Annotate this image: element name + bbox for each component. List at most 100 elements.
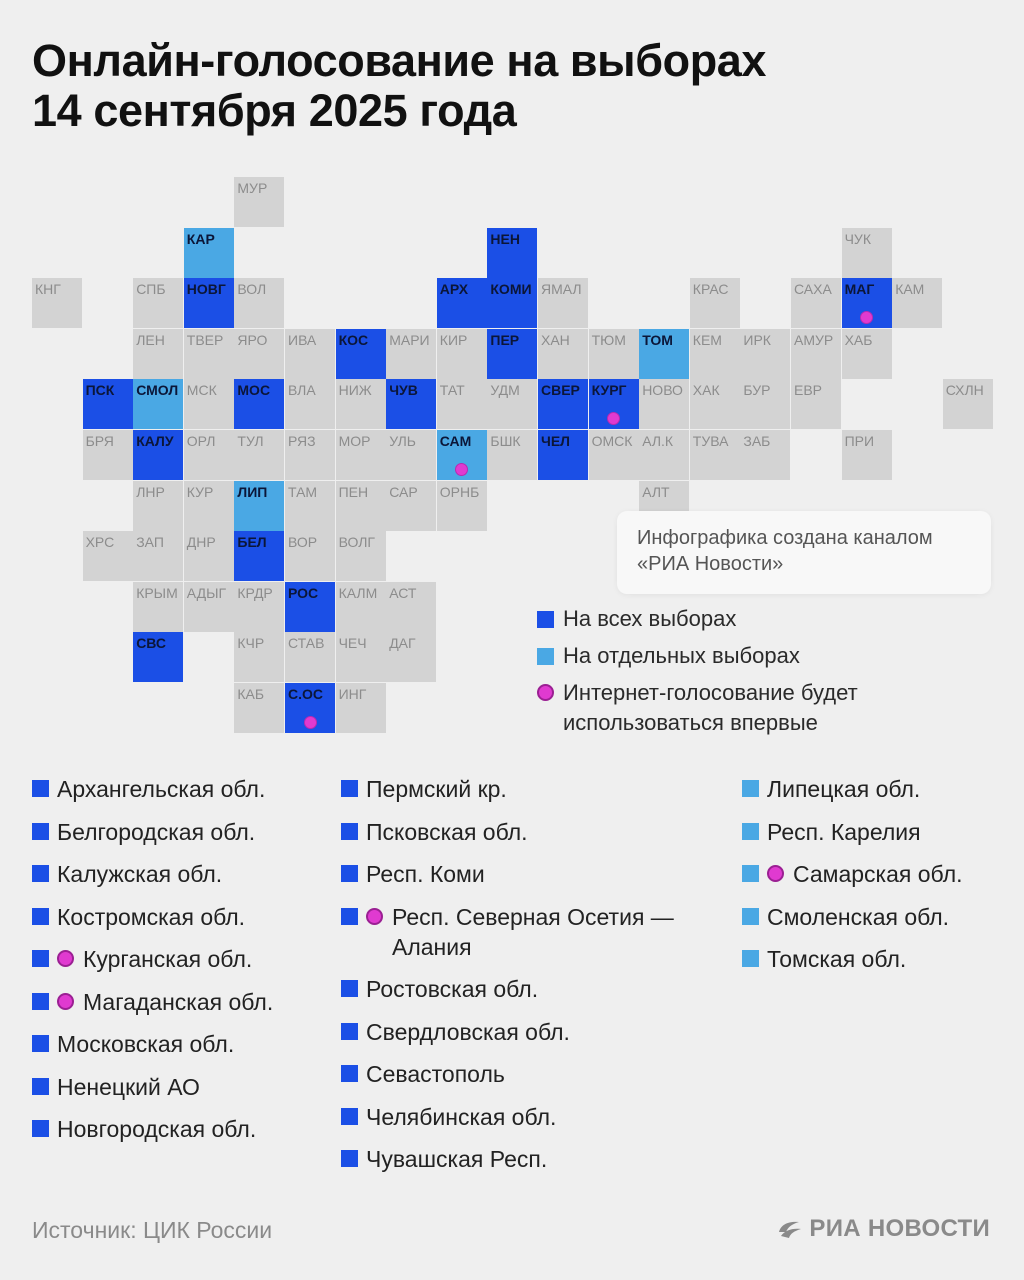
- region-tile: БРЯ: [82, 430, 133, 480]
- region-tile: ДАГ: [386, 632, 437, 683]
- region-tile: МУР: [234, 177, 285, 227]
- region-tile: ДНР: [183, 531, 234, 582]
- status-square: [32, 1120, 49, 1137]
- region-tile: МАРИ: [386, 328, 437, 379]
- region-tile-label: КИР: [439, 331, 468, 348]
- region-tile: КОС: [335, 328, 386, 379]
- region-name: Респ. Северная Осетия — Алания: [392, 903, 674, 960]
- first-time-dot: [607, 412, 621, 426]
- legend-item-all: На всех выборах: [537, 604, 1007, 634]
- region-tile-label: САМ: [439, 433, 472, 449]
- region-tile-label: КРДР: [237, 584, 273, 601]
- region-list-item: Респ. Карелия: [742, 817, 1012, 847]
- status-square: [341, 1022, 358, 1040]
- page-title: Онлайн-голосование на выборах 14 сентябр…: [32, 35, 932, 137]
- region-tile: КАБ: [234, 683, 285, 733]
- status-square: [742, 865, 759, 882]
- region-list-item: Респ. Коми: [341, 859, 721, 889]
- region-tile: САМ: [436, 430, 487, 480]
- region-tile-label: КУР: [186, 483, 214, 500]
- region-tile: ОРНБ: [436, 480, 487, 531]
- region-tile-label: КАМ: [895, 281, 925, 298]
- legend-label-first: Интернет-голосование будет использоватьс…: [563, 680, 858, 735]
- region-tile-label: АМУР: [794, 331, 834, 348]
- region-list-item: Псковская обл.: [341, 817, 721, 847]
- region-tile-label: ВОР: [288, 534, 318, 551]
- region-tile-label: ПРИ: [844, 433, 875, 449]
- region-tile-label: КОМИ: [490, 281, 532, 298]
- region-tile-label: УЛЬ: [389, 433, 416, 449]
- region-tile: КАЛУ: [133, 430, 184, 480]
- region-tile: ОМСК: [588, 430, 639, 480]
- region-tile-label: ТУВА: [692, 433, 729, 449]
- first-time-dot: [860, 311, 874, 325]
- region-tile: УЛЬ: [386, 430, 437, 480]
- region-list-item: Магаданская обл.: [32, 987, 322, 1017]
- legend-swatch-partial: [537, 648, 554, 665]
- region-list-item: Томская обл.: [742, 944, 1012, 974]
- region-list-item: Смоленская обл.: [742, 902, 1012, 932]
- source-note: Источник: ЦИК России: [32, 1217, 273, 1243]
- region-tile: ТЮМ: [588, 328, 639, 379]
- region-tile: ВЛА: [285, 379, 335, 430]
- region-tile: КАМ: [892, 278, 943, 329]
- region-tile: АМУР: [791, 328, 841, 379]
- region-tile: КУРГ: [588, 379, 639, 430]
- region-tile: ЗАБ: [740, 430, 791, 480]
- region-tile-label: ЗАП: [136, 534, 164, 551]
- region-tile-label: ТВЕР: [186, 331, 224, 348]
- region-tile-label: ЧЕЛ: [541, 433, 570, 449]
- region-tile: КАЛМ: [335, 581, 386, 632]
- region-tile: ЕВР: [791, 379, 841, 430]
- region-tile-label: ИНГ: [338, 686, 367, 702]
- region-list-item: Архангельская обл.: [32, 774, 322, 804]
- region-tile: ЧЕЧ: [335, 632, 386, 683]
- region-tile: КОМИ: [487, 278, 538, 329]
- region-tile-label: ТОМ: [642, 331, 673, 348]
- region-tile: ИВА: [285, 328, 335, 379]
- region-tile-label: НОВО: [642, 382, 683, 399]
- region-name: Липецкая обл.: [767, 776, 921, 802]
- region-tile: С.ОС: [285, 683, 335, 733]
- region-tile: КИР: [436, 328, 487, 379]
- region-tile-label: АРХ: [439, 281, 469, 298]
- region-tile-label: КАЛМ: [338, 584, 378, 601]
- region-tile-label: ПЕН: [338, 483, 369, 500]
- region-name: Севастополь: [366, 1061, 505, 1087]
- region-tile-label: КЧР: [237, 635, 265, 652]
- status-square: [341, 1150, 358, 1167]
- region-tile-label: ХАН: [541, 331, 570, 348]
- region-tile: СТАВ: [285, 632, 335, 683]
- region-tile: РОС: [285, 581, 335, 632]
- region-tile: МСК: [183, 379, 234, 430]
- status-square: [341, 1065, 358, 1082]
- brand-logo: РИА НОВОСТИ: [777, 1215, 990, 1243]
- title-line-2: 14 сентября 2025 года: [32, 85, 517, 137]
- region-tile-label: КУРГ: [591, 382, 627, 399]
- region-name: Свердловская обл.: [366, 1018, 570, 1045]
- region-tile: ТОМ: [639, 328, 690, 379]
- region-tile: КРДР: [234, 581, 285, 632]
- region-list-item: Ненецкий АО: [32, 1072, 322, 1102]
- region-tile-label: ЛИП: [237, 483, 268, 500]
- legend: На всех выборах На отдельных выборах Инт…: [537, 604, 1007, 745]
- tile-map: МУР КАР НЕН ЧУК КНГ СПБ НОВГ ВОЛ АРХ КОМИ ЯМАЛ КРАС…: [32, 177, 993, 733]
- region-tile: КЧР: [234, 632, 285, 683]
- region-tile: СВС: [133, 632, 184, 683]
- region-tile-label: АДЫГ: [186, 584, 227, 601]
- region-tile-label: ЕВР: [794, 382, 823, 399]
- region-tile: ВОЛГ: [335, 531, 386, 582]
- region-list-item: Чувашская Респ.: [341, 1144, 721, 1174]
- region-list-item: Белгородская обл.: [32, 817, 322, 847]
- region-list-item: Калужская обл.: [32, 859, 322, 889]
- region-tile-label: АЛТ: [642, 483, 670, 500]
- region-tile: ЗАП: [133, 531, 184, 582]
- region-tile-label: БУР: [743, 382, 771, 399]
- region-tile-label: НЕН: [490, 230, 520, 247]
- title-line-1: Онлайн-голосование на выборах: [32, 35, 767, 86]
- region-tile-label: ХАБ: [844, 331, 873, 348]
- region-tile: ХАБ: [841, 328, 892, 379]
- region-tile: КУР: [183, 480, 234, 531]
- region-tile: ХАН: [538, 328, 588, 379]
- region-tile-label: САР: [389, 483, 418, 500]
